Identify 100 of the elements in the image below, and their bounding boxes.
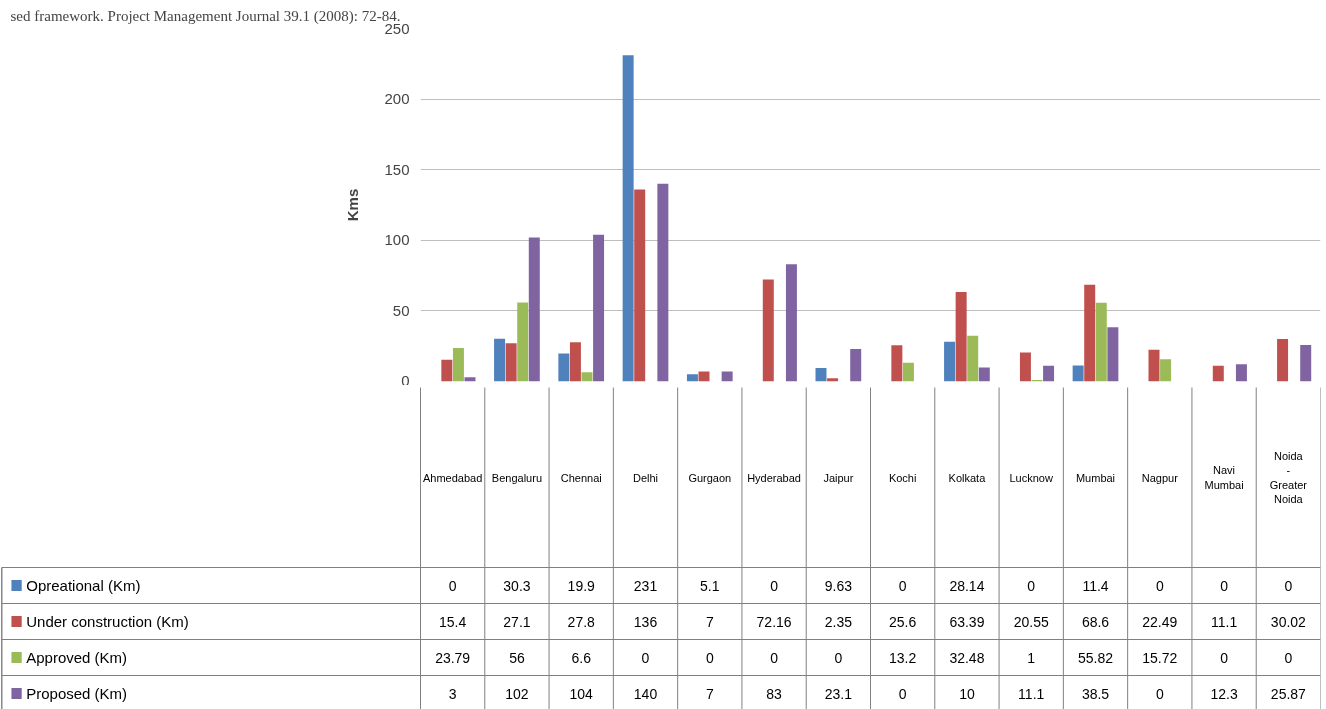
data-label: 25.6: [889, 613, 917, 630]
x-tick-label: Ahmedabad: [422, 471, 483, 484]
bar: [1019, 352, 1031, 382]
y-tick-label: 0: [401, 371, 410, 389]
data-label: 23.79: [435, 649, 471, 666]
data-label: 0: [1220, 577, 1229, 594]
bar: [785, 264, 797, 382]
bar: [686, 374, 698, 382]
data-label: 1: [1027, 649, 1036, 666]
data-label: 0: [641, 649, 650, 666]
bar: [1084, 284, 1096, 382]
bar: [1107, 327, 1119, 382]
data-label: 5.1: [700, 577, 720, 594]
data-label: 0: [770, 649, 779, 666]
x-tick-label: Kolkata: [948, 471, 987, 484]
x-tick-label: Gurgaon: [688, 471, 732, 484]
data-label: 11.4: [1082, 577, 1109, 594]
bar: [1277, 339, 1289, 382]
bar: [944, 341, 956, 382]
data-label: 104: [569, 685, 594, 702]
bar: [452, 347, 464, 382]
data-label: 0: [1284, 577, 1293, 594]
data-label: 6.6: [571, 649, 592, 666]
data-label: 68.6: [1081, 613, 1110, 630]
x-tick-label: Mumbai: [1075, 471, 1116, 484]
bar: [978, 367, 990, 382]
x-tick-label: Chennai: [560, 471, 602, 484]
bar: [1300, 344, 1312, 382]
bar: [721, 371, 733, 382]
data-label: 13.2: [889, 649, 917, 666]
x-tick-label: Bengaluru: [491, 471, 543, 484]
bar: [593, 234, 605, 382]
data-label: 15.4: [439, 613, 467, 630]
y-tick-label: 50: [392, 301, 410, 319]
data-label: 231: [633, 577, 658, 594]
bar: [1160, 359, 1172, 382]
data-label: 83: [766, 685, 783, 702]
data-label: 72.16: [756, 613, 792, 630]
data-label: 0: [898, 577, 907, 594]
bar: [1095, 302, 1107, 382]
bar: [569, 342, 581, 382]
data-label: 0: [770, 577, 779, 594]
legend-label: Under construction (Km): [26, 613, 189, 630]
x-tick-label: Hyderabad: [747, 471, 801, 484]
data-label: 7: [705, 613, 714, 630]
x-tick-label: Navi Mumbai: [1204, 464, 1244, 491]
x-tick-label: Nagpur: [1141, 471, 1179, 484]
legend-label: Proposed (Km): [26, 685, 128, 702]
bar: [850, 348, 862, 382]
data-label: 12.3: [1210, 685, 1238, 702]
bar: [827, 378, 839, 382]
data-label: 19.9: [567, 577, 596, 594]
data-label: 3: [448, 685, 457, 702]
data-label: 0: [1155, 577, 1164, 594]
bar: [955, 291, 967, 382]
data-label: 9.63: [824, 577, 853, 594]
data-label: 32.48: [949, 649, 985, 666]
y-tick-label: 100: [384, 231, 410, 249]
data-label: 7: [705, 685, 714, 702]
data-label: 0: [1155, 685, 1164, 702]
bar: [528, 237, 540, 382]
data-label: 102: [505, 685, 529, 702]
bar: [762, 279, 774, 382]
y-tick-label: 150: [384, 160, 410, 178]
x-tick-label: Kochi: [888, 471, 917, 484]
x-tick-label: Delhi: [632, 471, 659, 484]
x-tick-label: Jaipur: [823, 471, 854, 484]
bar: [657, 183, 669, 382]
data-label: 55.82: [1077, 649, 1114, 666]
data-label: 63.39: [949, 613, 985, 630]
bar: [622, 55, 634, 382]
x-tick-label: Lucknow: [1009, 471, 1053, 484]
y-tick-label: 200: [384, 90, 410, 108]
data-label: 0: [1027, 577, 1036, 594]
data-label: 38.5: [1081, 685, 1110, 702]
data-label: 0: [898, 685, 907, 702]
bar: [1235, 364, 1247, 382]
data-label: 0: [1220, 649, 1229, 666]
data-label: 0: [834, 649, 843, 666]
bar: [558, 353, 570, 382]
legend-label: Approved (Km): [26, 649, 128, 666]
y-axis-title: Kms: [344, 188, 362, 222]
data-label: 30.3: [503, 577, 531, 594]
bar: [441, 359, 453, 382]
data-label: 28.14: [949, 577, 985, 594]
text: sed framework. Project Management Journal 39.1 (2008): 72-84.: [10, 7, 401, 25]
data-label: 27.8: [567, 613, 596, 630]
bar: [517, 302, 529, 382]
data-label: 10: [959, 685, 975, 702]
bar: [1043, 365, 1055, 382]
data-label: 27.1: [503, 613, 531, 630]
data-label: 11.1: [1018, 685, 1045, 702]
data-label: 23.1: [824, 685, 853, 702]
data-label: 22.49: [1142, 613, 1178, 630]
bar: [634, 189, 646, 382]
data-label: 56: [509, 649, 525, 666]
legend-label: Opreational (Km): [26, 577, 141, 594]
data-label: 140: [633, 685, 658, 702]
data-label: 0: [705, 649, 714, 666]
bar: [902, 362, 914, 382]
